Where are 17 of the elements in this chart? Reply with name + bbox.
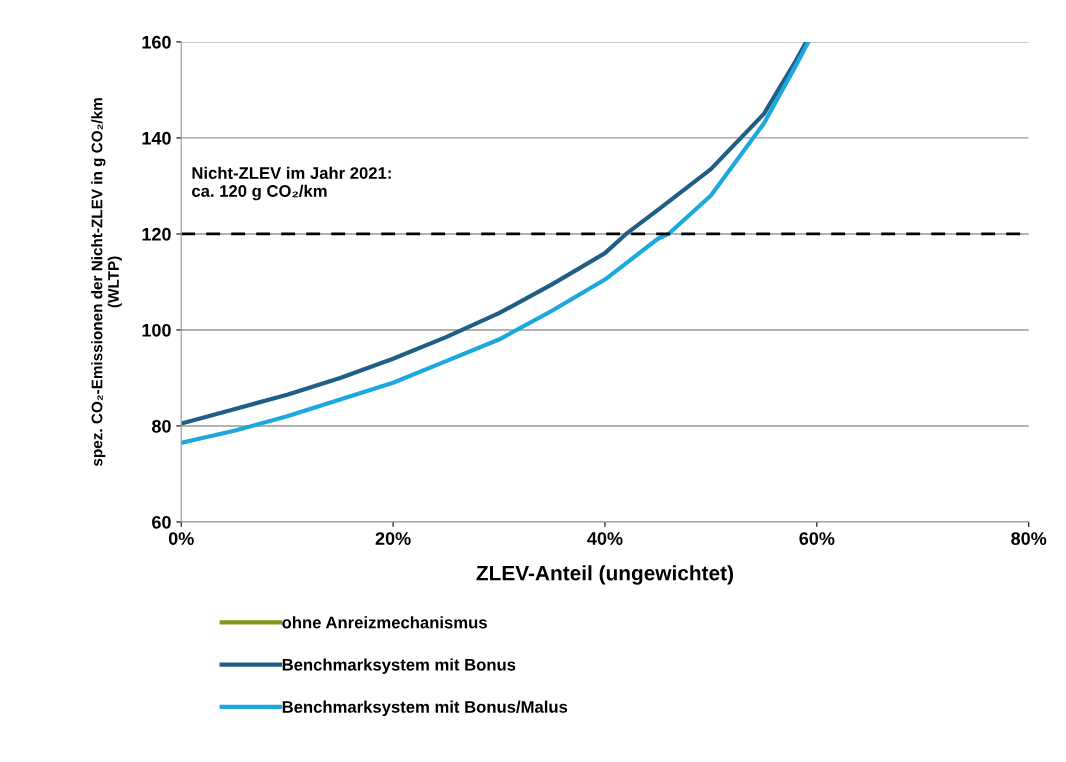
legend-label: ohne Anreizmechanismus xyxy=(282,616,487,629)
legend-label: Benchmarksystem mit Bonus/Malus xyxy=(282,700,568,717)
y-tick-label: 100 xyxy=(142,323,171,337)
x-tick-label: 20% xyxy=(375,532,411,545)
legend-label: Benchmarksystem mit Bonus xyxy=(282,658,516,674)
x-tick-label: 60% xyxy=(799,532,835,545)
y-axis-title: spez. CO₂-Emissionen der Nicht-ZLEV in g CO₂/km (WLTP) xyxy=(91,98,122,467)
x-tick-label: 80% xyxy=(1011,532,1047,545)
x-tick-label: 40% xyxy=(587,532,623,545)
ref-line-label: Nicht-ZLEV im Jahr 2021: ca. 120 g CO₂/km xyxy=(192,166,391,201)
y-tick-label: 160 xyxy=(142,35,171,49)
y-tick-label: 140 xyxy=(142,131,171,145)
x-axis-title: ZLEV-Anteil (ungewichtet) xyxy=(476,565,733,585)
y-tick-label: 120 xyxy=(142,227,171,241)
y-tick-label: 60 xyxy=(152,515,171,529)
x-tick-label: 0% xyxy=(168,532,194,545)
y-tick-label: 80 xyxy=(151,419,171,433)
